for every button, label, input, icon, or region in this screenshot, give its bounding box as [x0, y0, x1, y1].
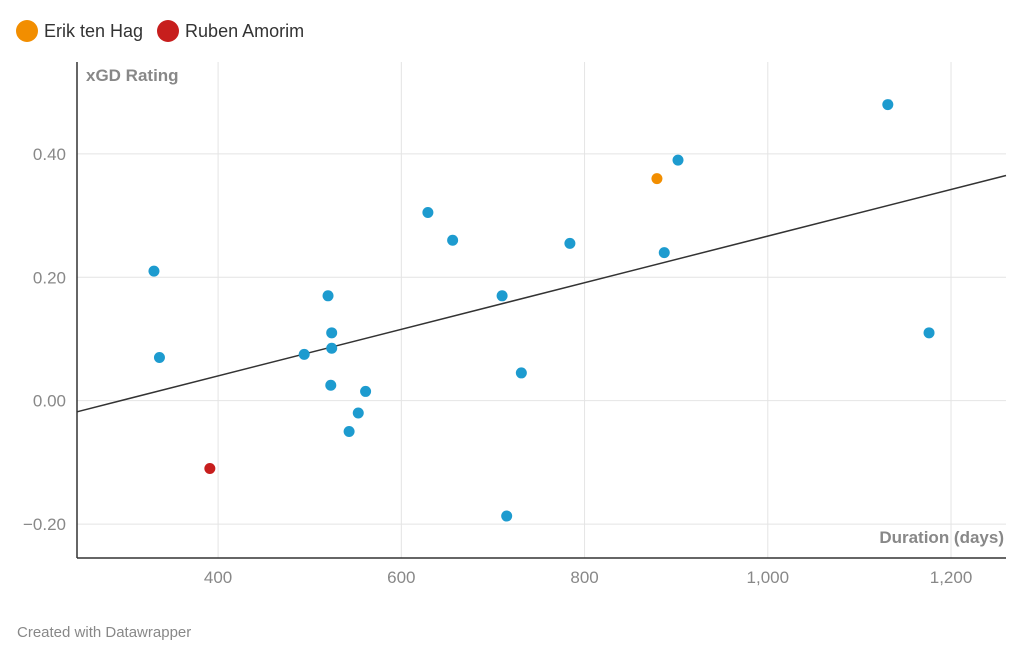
y-tick-label: 0.00 [33, 392, 66, 411]
legend-item-ten-hag: Erik ten Hag [16, 20, 143, 42]
legend: Erik ten Hag Ruben Amorim [16, 20, 304, 42]
data-point [515, 367, 527, 379]
data-point [148, 265, 160, 277]
data-point [447, 234, 459, 246]
data-point [326, 342, 338, 354]
x-tick-label: 1,200 [930, 568, 973, 587]
data-point [204, 463, 216, 475]
data-point [923, 327, 935, 339]
x-tick-label: 600 [387, 568, 415, 587]
data-point [501, 510, 513, 522]
trend-line [76, 174, 1007, 413]
data-point [325, 379, 337, 391]
x-tick-label: 1,000 [747, 568, 790, 587]
data-point [360, 385, 372, 397]
data-point [153, 352, 165, 364]
data-point [352, 407, 364, 419]
footer-credit: Created with Datawrapper [17, 624, 192, 641]
data-point [422, 207, 434, 219]
legend-item-amorim: Ruben Amorim [157, 20, 304, 42]
legend-label: Ruben Amorim [185, 20, 305, 41]
x-axis-title: Duration (days) [879, 528, 1004, 547]
data-point [322, 290, 334, 302]
data-point [343, 426, 355, 438]
y-tick-label: 0.40 [33, 145, 66, 164]
data-point [496, 290, 508, 302]
data-point [298, 348, 310, 360]
y-axis-title: xGD Rating [86, 66, 179, 85]
data-point [882, 99, 894, 111]
x-tick-label: 800 [570, 568, 598, 587]
data-point [651, 173, 663, 185]
legend-label: Erik ten Hag [44, 20, 144, 41]
x-tick-label: 400 [204, 568, 232, 587]
data-point [658, 247, 670, 259]
y-tick-label: −0.20 [23, 515, 66, 534]
legend-swatch [157, 20, 180, 42]
data-point [564, 237, 576, 249]
y-tick-label: 0.20 [33, 268, 66, 287]
data-point [326, 327, 338, 339]
data-point [672, 154, 684, 166]
legend-swatch [16, 20, 38, 42]
